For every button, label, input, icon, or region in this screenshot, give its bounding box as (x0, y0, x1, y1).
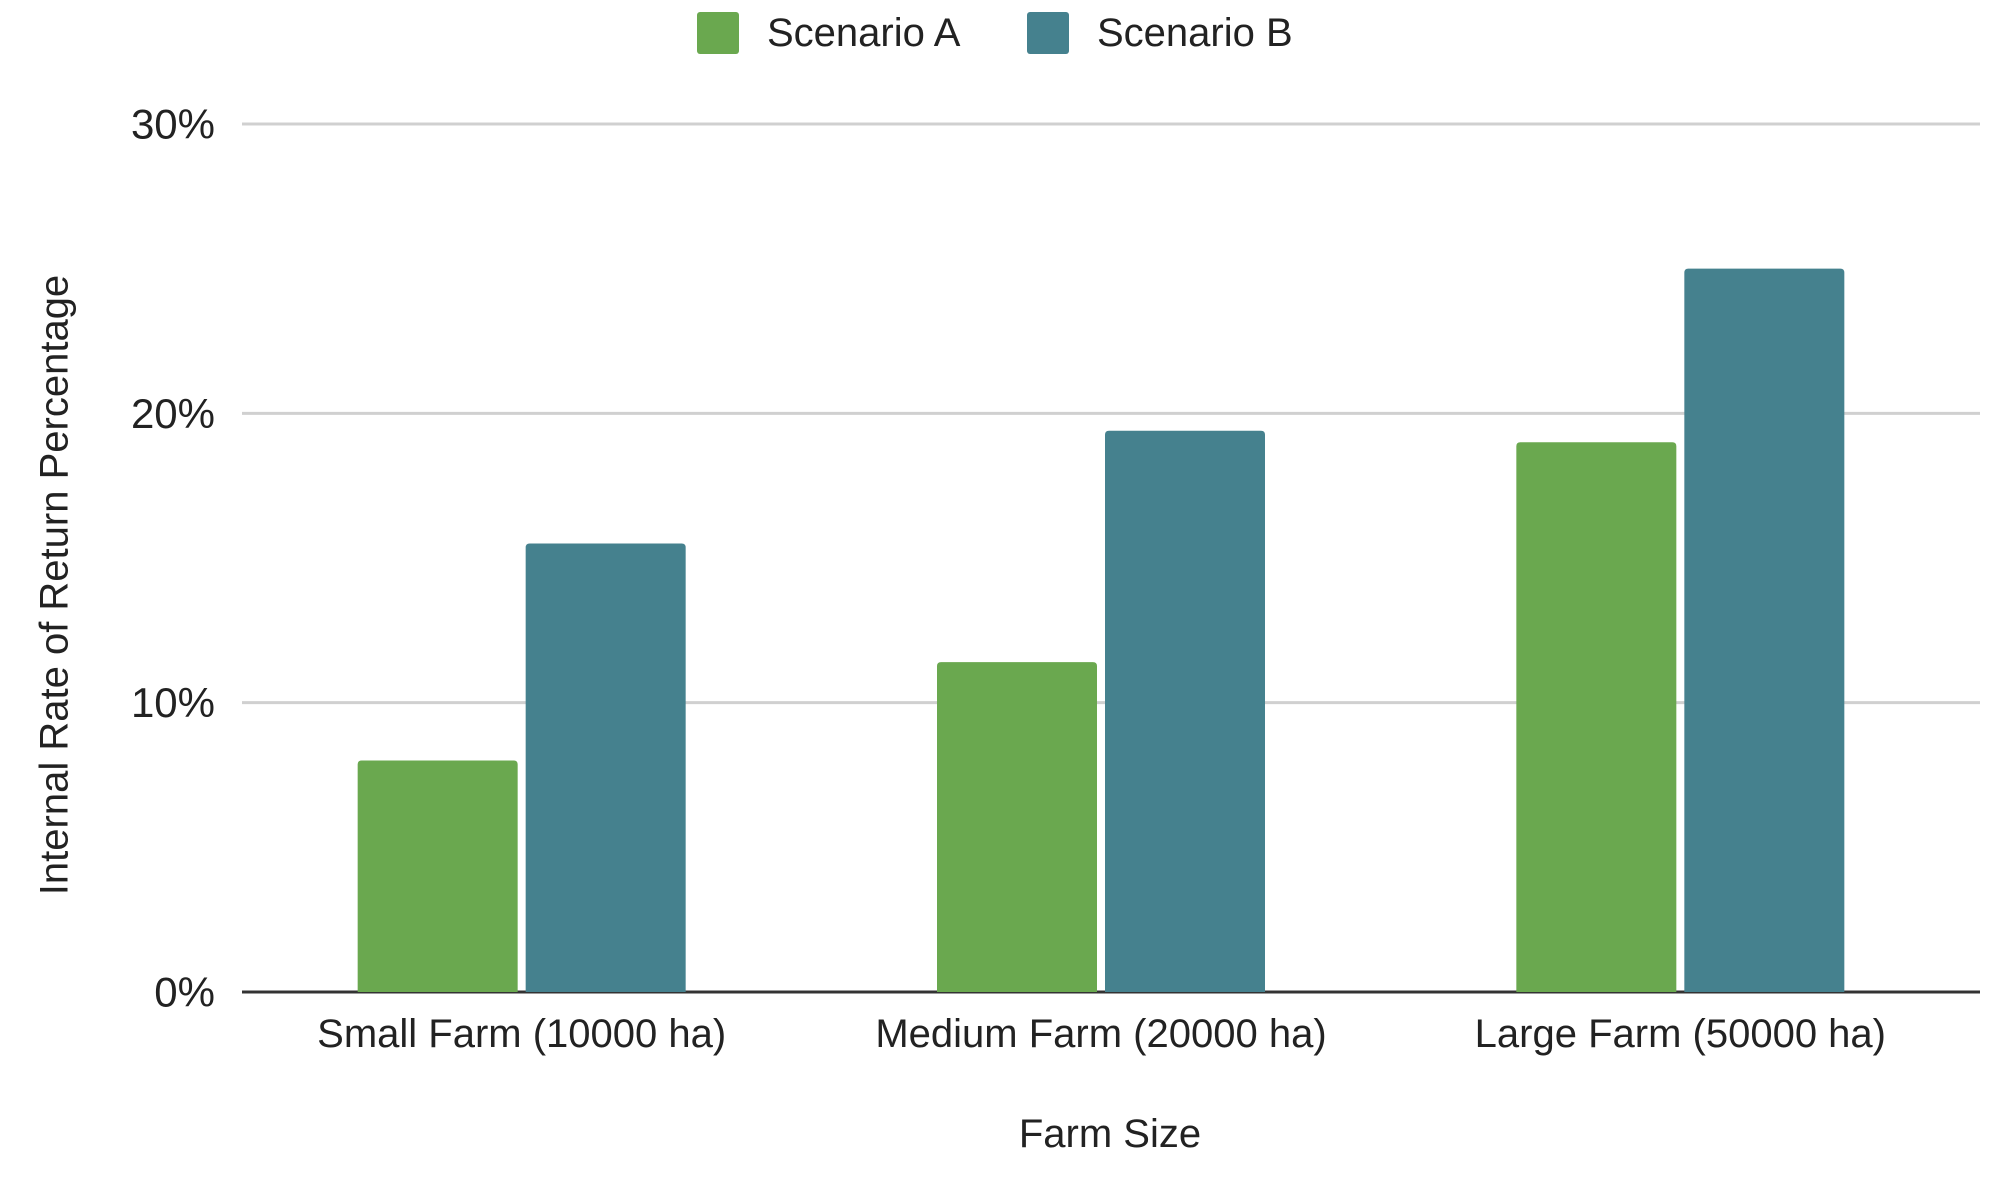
y-tick-label: 30% (131, 101, 215, 148)
bar-scenario-b-3 (1684, 268, 1845, 993)
x-tick-label: Large Farm (50000 ha) (1475, 1012, 1886, 1056)
y-tick-label: 0% (154, 969, 215, 1016)
x-tick-label: Medium Farm (20000 ha) (875, 1012, 1326, 1056)
bar-scenario-a-1 (357, 760, 518, 992)
legend-label: Scenario A (767, 11, 961, 55)
x-tick-label: Small Farm (10000 ha) (317, 1012, 726, 1056)
y-axis-title: Internal Rate of Return Percentage (33, 275, 77, 895)
legend: Scenario A Scenario B (697, 11, 1293, 55)
y-tick-label: 10% (131, 679, 215, 726)
legend-label: Scenario B (1097, 11, 1293, 55)
bar-scenario-a-3 (1516, 442, 1677, 992)
legend-swatch-scenario-b (1027, 12, 1069, 54)
x-axis-title: Farm Size (1019, 1112, 1201, 1156)
x-axis-ticks: Small Farm (10000 ha) Medium Farm (20000 … (317, 1012, 1886, 1056)
y-tick-label: 20% (131, 390, 215, 437)
legend-swatch-scenario-a (697, 12, 739, 54)
y-axis-ticks: 0% 10% 20% 30% (131, 101, 215, 1016)
bar-scenario-b-1 (525, 543, 686, 992)
bar-scenario-a-2 (937, 662, 1097, 992)
bars (357, 268, 1845, 993)
bar-scenario-b-2 (1105, 430, 1265, 992)
